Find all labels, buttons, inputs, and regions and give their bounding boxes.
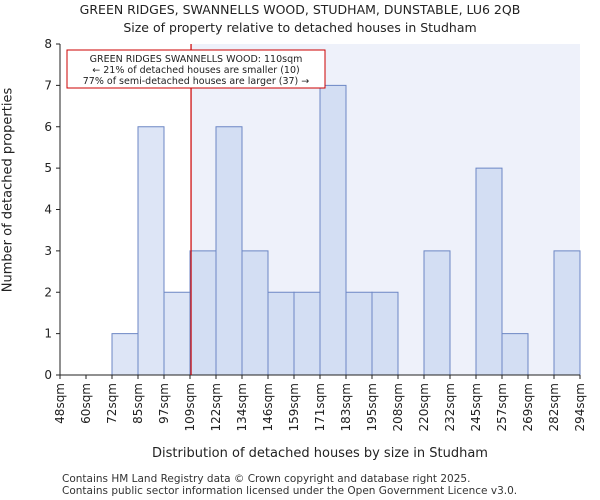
footer-line-1: Contains HM Land Registry data © Crown c… (62, 473, 471, 485)
bar-85sqm (137, 126, 165, 376)
annotation-line-3: 77% of semi-detached houses are larger (… (83, 76, 310, 87)
x-tick-label-72sqm: 72sqm (105, 383, 119, 424)
bar-159sqm (293, 291, 321, 376)
x-tick-label-171sqm: 171sqm (313, 383, 327, 431)
bar-72sqm (111, 333, 139, 376)
x-tick-label-85sqm: 85sqm (131, 383, 145, 424)
y-axis-label: Number of detached properties (0, 87, 16, 293)
bar-109sqm (189, 250, 217, 376)
x-tick-label-245sqm: 245sqm (469, 383, 483, 431)
annotation-line-1: GREEN RIDGES SWANNELLS WOOD: 110sqm (90, 54, 303, 65)
x-tick-label-195sqm: 195sqm (365, 383, 379, 431)
y-tick-label-0: 0 (44, 368, 52, 382)
y-tick-label-1: 1 (44, 327, 52, 341)
y-tick-label-7: 7 (44, 78, 52, 92)
x-tick-label-269sqm: 269sqm (521, 383, 535, 431)
x-tick-label-60sqm: 60sqm (79, 383, 93, 424)
x-tick-label-134sqm: 134sqm (235, 383, 249, 431)
chart-subtitle: Size of property relative to detached ho… (123, 20, 477, 35)
annotation-box (66, 49, 326, 89)
y-tick-label-8: 8 (44, 37, 52, 51)
chart-title: GREEN RIDGES, SWANNELLS WOOD, STUDHAM, D… (79, 2, 521, 17)
x-tick-label-294sqm: 294sqm (573, 383, 587, 431)
bar-134sqm (241, 250, 269, 376)
bar-122sqm (215, 126, 243, 376)
bar-245sqm (475, 167, 503, 376)
bar-146sqm (267, 291, 295, 376)
y-tick-label-2: 2 (44, 285, 52, 299)
y-tick-label-5: 5 (44, 161, 52, 175)
bar-195sqm (371, 291, 399, 376)
bar-97sqm (163, 291, 191, 376)
footer-line-2: Contains public sector information licen… (62, 485, 518, 497)
x-tick-label-257sqm: 257sqm (495, 383, 509, 431)
x-tick-label-159sqm: 159sqm (287, 383, 301, 431)
x-tick-label-97sqm: 97sqm (157, 383, 171, 424)
bar-171sqm (319, 84, 347, 376)
y-tick-label-3: 3 (44, 244, 52, 258)
annotation-line-2: ← 21% of detached houses are smaller (10… (92, 65, 299, 76)
x-tick-label-208sqm: 208sqm (391, 383, 405, 431)
x-tick-label-48sqm: 48sqm (53, 383, 67, 424)
y-tick-label-4: 4 (44, 203, 52, 217)
bar-282sqm (553, 250, 581, 376)
y-tick-label-6: 6 (44, 120, 52, 134)
x-tick-label-109sqm: 109sqm (183, 383, 197, 431)
bar-257sqm (501, 333, 529, 376)
x-tick-label-122sqm: 122sqm (209, 383, 223, 431)
x-axis-label: Distribution of detached houses by size … (152, 446, 488, 461)
x-tick-label-232sqm: 232sqm (443, 383, 457, 431)
bar-183sqm (345, 291, 373, 376)
x-tick-label-282sqm: 282sqm (547, 383, 561, 431)
x-tick-label-183sqm: 183sqm (339, 383, 353, 431)
x-tick-label-146sqm: 146sqm (261, 383, 275, 431)
x-tick-label-220sqm: 220sqm (417, 383, 431, 431)
bar-220sqm (423, 250, 451, 376)
